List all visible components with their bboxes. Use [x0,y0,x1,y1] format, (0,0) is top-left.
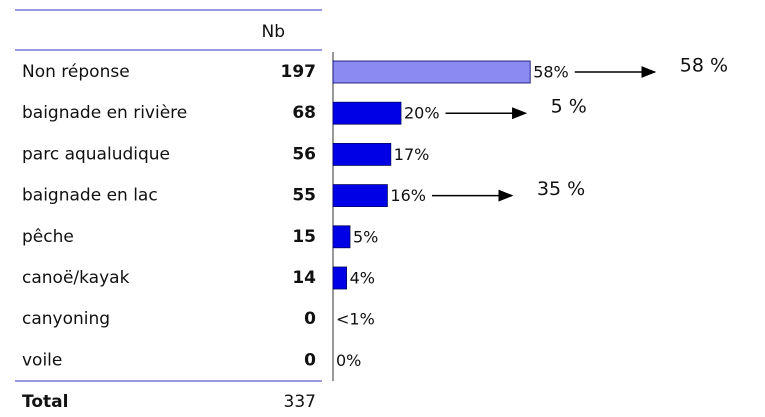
count: 0 [304,309,316,329]
value-label: <1% [336,310,375,329]
row-label: canoë/kayak [22,268,130,288]
row-label: canyoning [22,309,110,329]
annotation: 35 % [537,178,585,200]
bar [332,101,402,125]
count: 68 [292,103,316,123]
value-label: 4% [350,269,375,288]
total: 337 [284,392,316,412]
column-header: Nb [261,22,285,42]
value-label: 5% [353,227,378,246]
bar [332,184,388,208]
count: 0 [304,350,316,370]
count: 56 [292,144,316,164]
value-label: 17% [394,145,430,164]
value-label: 58% [533,63,569,82]
row-label: pêche [22,227,74,247]
count: 55 [292,186,316,206]
row-label: baignade en rivière [22,103,187,123]
count: 197 [281,62,317,82]
bar [332,225,351,249]
bar [332,266,348,290]
row-label: Non réponse [22,62,130,82]
bar [332,142,392,166]
total-label: Total [22,392,68,412]
annotation: 58 % [680,55,728,77]
value-label: 16% [390,186,426,205]
count: 14 [292,268,316,288]
annotation: 5 % [551,96,587,118]
count: 15 [292,227,316,247]
row-label: baignade en lac [22,186,158,206]
value-label: 20% [404,104,440,123]
row-label: voile [22,350,62,370]
value-label: 0% [336,351,361,370]
row-label: parc aqualudique [22,144,170,164]
bar [332,60,531,84]
